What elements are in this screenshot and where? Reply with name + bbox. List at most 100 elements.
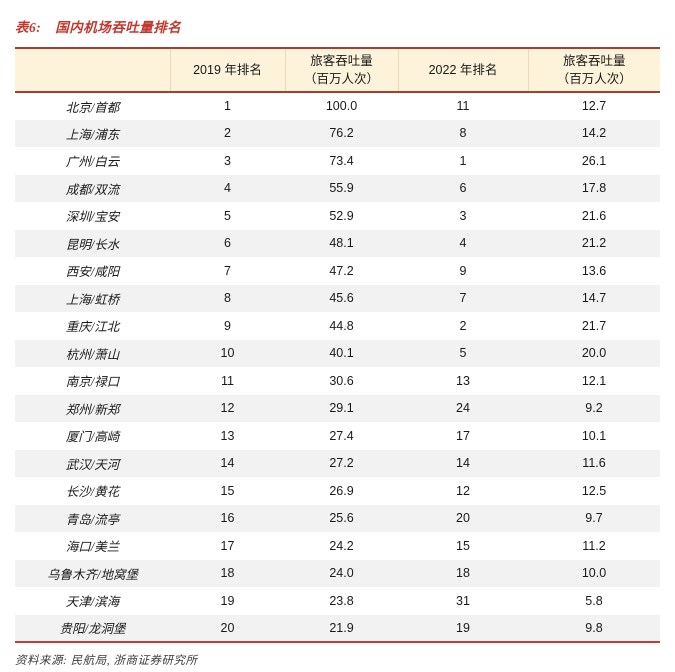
cell-airport: 贵阳/龙洞堡 <box>59 622 126 637</box>
cell-2019-rank: 12 <box>220 401 235 416</box>
airport-ranking-table: 2019 年排名 旅客吞吐量 （百万人次） 2022 年排名 旅客吞吐量 （百万人次）… <box>15 47 660 643</box>
cell-2019-rank: 5 <box>224 208 231 223</box>
cell-2022-rank: 3 <box>459 208 467 223</box>
cell-airport: 长沙/黄花 <box>65 485 120 500</box>
cell-2019-throughput: 27.2 <box>329 456 354 471</box>
cell-2019-rank: 14 <box>220 456 235 471</box>
cell-2019-rank: 11 <box>221 373 234 388</box>
column-header <box>15 47 170 93</box>
source-note: 资料来源: 民航局, 浙商证券研究所 <box>15 655 198 667</box>
cell-airport: 昆明/长水 <box>65 237 120 252</box>
table-row: 南京/禄口 11 30.6 13 12.1 <box>15 367 660 395</box>
cell-2019-throughput: 100.0 <box>325 99 358 114</box>
table-row: 长沙/黄花 15 26.9 12 12.5 <box>15 477 660 505</box>
cell-2022-throughput: 9.7 <box>585 511 603 526</box>
cell-airport: 上海/浦东 <box>65 127 120 142</box>
cell-2019-throughput: 73.4 <box>329 153 354 168</box>
cell-2022-rank: 12 <box>456 483 470 498</box>
report-table-page: 表6: 国内机场吞吐量排名 2019 年排名 旅客吞吐量 （百万人次） 2022 年排… <box>0 16 675 672</box>
cell-airport: 上海/虹桥 <box>65 292 120 307</box>
table-row: 天津/滨海 19 23.8 31 5.8 <box>15 587 660 615</box>
cell-airport: 杭州/萧山 <box>65 347 120 362</box>
cell-airport: 广州/白云 <box>65 155 120 170</box>
cell-2022-throughput: 20.0 <box>581 346 607 361</box>
column-header-label: 2022 年排名 <box>428 62 498 77</box>
cell-2019-throughput: 21.9 <box>329 620 354 635</box>
cell-2019-throughput: 44.8 <box>329 318 354 333</box>
cell-2022-rank: 14 <box>456 456 470 471</box>
table-title: 表6: 国内机场吞吐量排名 <box>15 16 660 36</box>
cell-airport: 厦门/高崎 <box>65 430 120 445</box>
table-header: 2019 年排名 旅客吞吐量 （百万人次） 2022 年排名 旅客吞吐量 （百万人次） <box>15 47 660 93</box>
cell-2022-throughput: 14.7 <box>581 291 607 306</box>
cell-2022-rank: 4 <box>459 236 467 251</box>
cell-2022-rank: 2 <box>459 318 467 333</box>
cell-2022-throughput: 12.5 <box>581 483 607 498</box>
cell-2022-rank: 18 <box>456 566 470 581</box>
cell-2022-throughput: 12.7 <box>581 99 607 114</box>
table-row: 郑州/新郑 12 29.1 24 9.2 <box>15 394 660 422</box>
cell-2022-rank: 11 <box>456 99 470 114</box>
table-row: 乌鲁木齐/地窝堡 18 24.0 18 10.0 <box>15 559 660 587</box>
cell-2019-rank: 13 <box>220 428 235 443</box>
cell-2022-rank: 24 <box>456 401 470 416</box>
cell-2019-rank: 7 <box>224 263 231 278</box>
cell-2022-rank: 31 <box>456 593 470 608</box>
table-row: 昆明/长水 6 48.1 4 21.2 <box>15 229 660 257</box>
table-row: 海口/美兰 17 24.2 15 11.2 <box>15 532 660 560</box>
cell-2019-rank: 18 <box>220 566 235 581</box>
table-row: 武汉/天河 14 27.2 14 11.6 <box>15 449 660 477</box>
table-row: 厦门/高崎 13 27.4 17 10.1 <box>15 422 660 450</box>
cell-2022-rank: 8 <box>459 126 467 141</box>
cell-2022-rank: 15 <box>456 538 470 553</box>
cell-2022-rank: 17 <box>456 428 470 443</box>
cell-2022-throughput: 10.0 <box>581 566 607 581</box>
cell-airport: 北京/首都 <box>65 100 120 115</box>
cell-2022-throughput: 5.8 <box>585 593 603 608</box>
cell-airport: 青岛/流亭 <box>65 512 120 527</box>
cell-2019-throughput: 29.1 <box>329 401 354 416</box>
table-title-text: 国内机场吞吐量排名 <box>55 20 182 35</box>
cell-airport: 天津/滨海 <box>65 595 120 610</box>
cell-2019-rank: 6 <box>224 236 231 251</box>
column-header-label: 旅客吞吐量 （百万人次） <box>303 53 379 86</box>
cell-2022-throughput: 13.6 <box>581 263 607 278</box>
cell-2022-throughput: 12.1 <box>581 373 607 388</box>
table-row: 贵阳/龙洞堡 20 21.9 19 9.8 <box>15 614 660 642</box>
header-row: 2019 年排名 旅客吞吐量 （百万人次） 2022 年排名 旅客吞吐量 （百万人次） <box>15 47 660 93</box>
cell-2019-throughput: 45.6 <box>329 291 354 306</box>
cell-2019-throughput: 25.6 <box>329 511 354 526</box>
table-row: 广州/白云 3 73.4 1 26.1 <box>15 147 660 175</box>
cell-2022-rank: 5 <box>459 346 467 361</box>
table-row: 成都/双流 4 55.9 6 17.8 <box>15 174 660 202</box>
table-number: 表6: <box>15 20 42 35</box>
column-header-label: 旅客吞吐量 （百万人次） <box>556 53 632 86</box>
cell-2022-throughput: 10.1 <box>581 428 607 443</box>
cell-2019-throughput: 48.1 <box>329 236 354 251</box>
cell-2019-rank: 10 <box>220 346 235 361</box>
cell-2019-throughput: 55.9 <box>329 181 354 196</box>
cell-2019-rank: 1 <box>224 99 231 114</box>
table-row: 北京/首都 1 100.0 11 12.7 <box>15 92 660 120</box>
cell-2022-throughput: 9.2 <box>585 401 603 416</box>
cell-2019-rank: 16 <box>220 511 235 526</box>
cell-2019-rank: 2 <box>224 126 231 141</box>
table-row: 重庆/江北 9 44.8 2 21.7 <box>15 312 660 340</box>
table-body: 北京/首都 1 100.0 11 12.7 上海/浦东 2 76.2 8 14.2 广州/白云 3 73… <box>15 92 660 642</box>
cell-2019-throughput: 47.2 <box>329 263 354 278</box>
cell-2019-throughput: 24.2 <box>329 538 354 553</box>
cell-2022-rank: 13 <box>456 373 470 388</box>
cell-2019-throughput: 30.6 <box>329 373 354 388</box>
cell-2022-throughput: 21.7 <box>581 318 607 333</box>
cell-2022-throughput: 11.2 <box>582 538 606 553</box>
cell-airport: 深圳/宝安 <box>65 210 120 225</box>
column-header: 2019 年排名 <box>169 47 285 93</box>
cell-2019-throughput: 26.9 <box>329 483 354 498</box>
cell-2022-rank: 19 <box>456 620 470 635</box>
cell-airport: 海口/美兰 <box>65 540 120 555</box>
cell-2019-rank: 9 <box>224 318 231 333</box>
cell-2019-throughput: 40.1 <box>329 346 354 361</box>
cell-airport: 乌鲁木齐/地窝堡 <box>47 567 138 582</box>
table-row: 深圳/宝安 5 52.9 3 21.6 <box>15 202 660 230</box>
table-row: 青岛/流亭 16 25.6 20 9.7 <box>15 504 660 532</box>
